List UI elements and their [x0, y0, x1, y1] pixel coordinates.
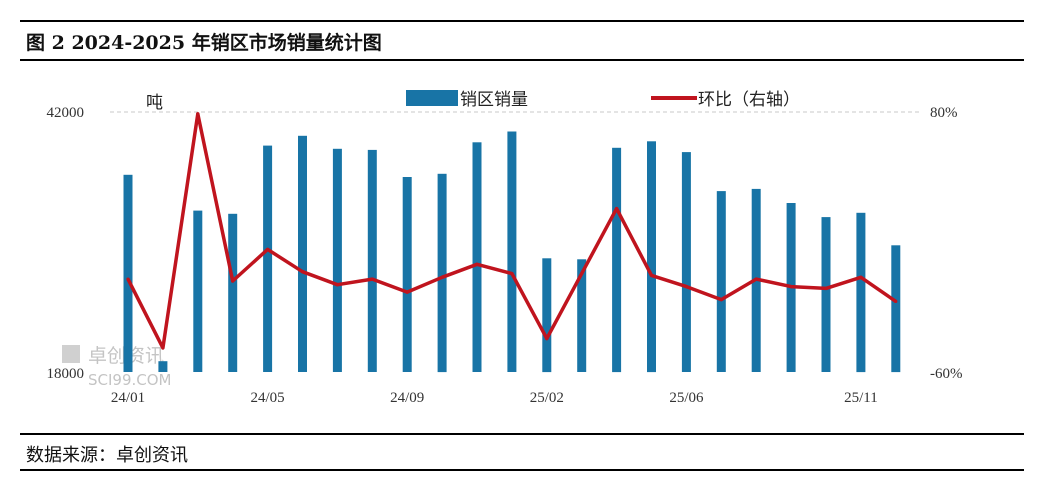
line-point-7	[370, 277, 374, 281]
bar-1	[158, 361, 168, 372]
bar-10	[472, 142, 482, 372]
line-point-2	[196, 112, 200, 116]
left-axis-tick-bottom: 18000	[47, 366, 85, 382]
line-point-10	[475, 262, 479, 266]
line-point-4	[266, 247, 270, 251]
bar-series	[123, 131, 901, 373]
bar-9	[437, 173, 447, 373]
line-point-14	[615, 207, 619, 211]
figure-title: 图 2 2024-2025 年销区市场销量统计图	[26, 32, 382, 54]
line-point-15	[649, 273, 654, 277]
line-point-16	[684, 285, 689, 289]
x-tick-label-3: 25/02	[530, 390, 564, 406]
top-rule	[20, 20, 1024, 22]
bar-0	[123, 174, 133, 372]
title-rule	[20, 59, 1024, 61]
line-point-12	[545, 337, 549, 341]
x-tick-label-5: 25/11	[844, 390, 878, 406]
bar-22	[891, 245, 901, 373]
line-point-19	[789, 285, 793, 289]
legend-label-line: 环比（右轴）	[698, 90, 800, 110]
legend: 销区销量 环比（右轴）	[406, 90, 800, 110]
bar-7	[367, 149, 377, 372]
bar-3	[228, 213, 238, 372]
x-tick-label-2: 24/09	[390, 390, 424, 406]
bar-12	[542, 258, 552, 373]
bar-13	[577, 259, 587, 372]
x-tick-label-1: 24/05	[251, 390, 285, 406]
left-axis-tick-top: 42000	[47, 105, 85, 121]
bar-2	[193, 210, 203, 372]
x-tick-label-0: 24/01	[111, 390, 145, 406]
left-axis-unit: 吨	[146, 93, 163, 113]
bar-11	[507, 131, 517, 372]
bar-8	[402, 177, 412, 372]
line-point-5	[300, 270, 305, 274]
bar-15	[647, 141, 656, 373]
line-point-0	[126, 277, 130, 281]
line-point-20	[824, 286, 828, 290]
legend-label-bar: 销区销量	[460, 90, 528, 110]
line-point-17	[719, 298, 723, 302]
bar-16	[681, 152, 691, 372]
watermark-url: SCI99.COM	[88, 371, 172, 389]
x-axis-ticks: 24/01 24/05 24/09 25/02 25/06 25/11	[111, 390, 878, 406]
bar-20	[821, 217, 831, 372]
watermark-logo-icon	[62, 345, 80, 363]
bottom-rule	[20, 433, 1024, 435]
line-point-6	[335, 283, 339, 287]
bar-6	[332, 148, 342, 372]
line-point-8	[405, 290, 409, 294]
bar-4	[263, 145, 273, 372]
line-point-9	[440, 275, 444, 279]
line-point-11	[510, 272, 514, 276]
line-point-21	[859, 275, 863, 279]
right-axis-tick-top: 80%	[930, 105, 958, 121]
bar-14	[612, 147, 622, 373]
legend-swatch-bar	[406, 90, 458, 106]
line-point-1	[161, 346, 165, 350]
line-point-18	[754, 277, 758, 281]
line-series	[126, 112, 898, 350]
footer-rule	[20, 469, 1024, 471]
bar-21	[856, 212, 866, 373]
line-point-3	[231, 279, 235, 283]
bar-17	[716, 191, 726, 372]
line-point-22	[894, 299, 898, 303]
right-axis-tick-bottom: -60%	[930, 366, 963, 382]
bar-5	[298, 135, 307, 372]
data-source: 数据来源：卓创资讯	[26, 445, 188, 466]
line-point-13	[580, 272, 584, 276]
x-tick-label-4: 25/06	[669, 390, 704, 406]
